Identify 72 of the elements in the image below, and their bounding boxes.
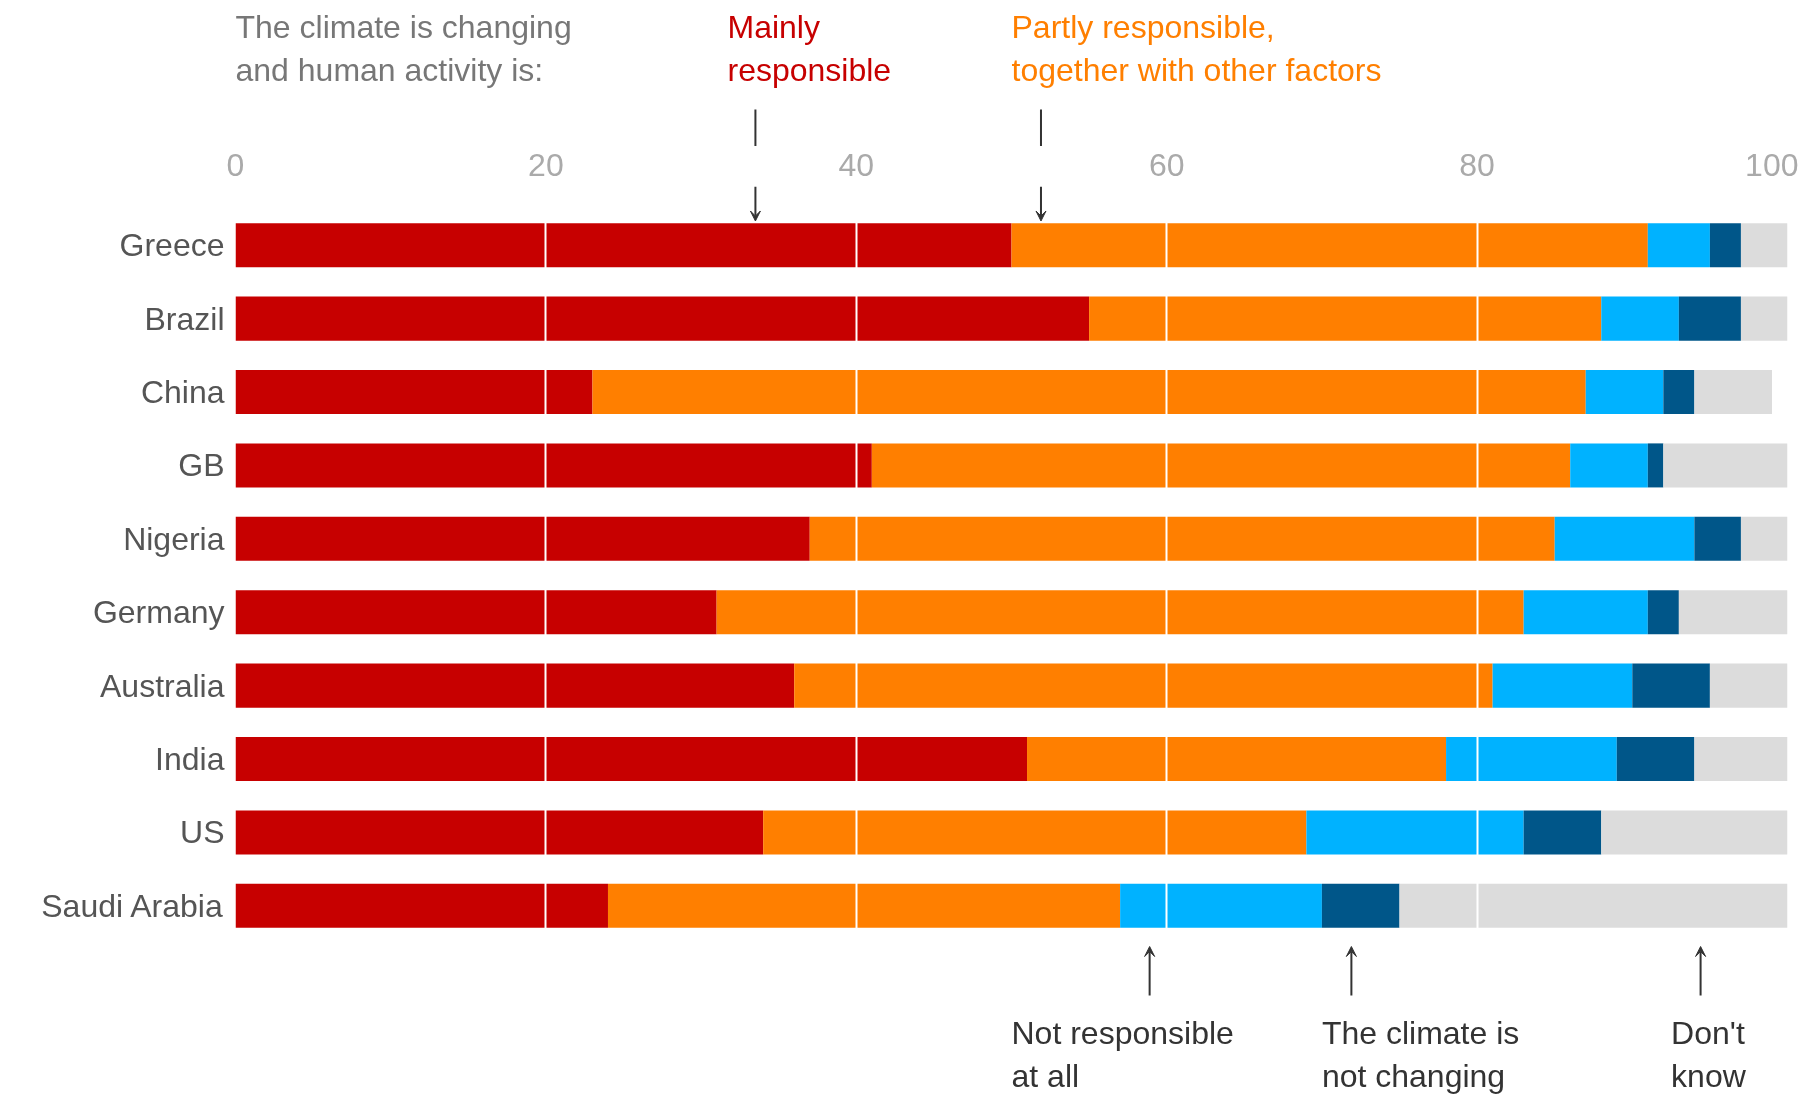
legend-title: The climate is changing and human activity is:: [235, 8, 572, 89]
bar: [1709, 663, 1788, 708]
x-tick-label: 100: [1745, 146, 1798, 183]
y-tick-label: Greece: [119, 227, 225, 264]
bar: [235, 736, 1028, 782]
bar: [1306, 810, 1524, 855]
bar: [235, 443, 872, 488]
y-tick-label: Brazil: [144, 300, 225, 337]
text: Partly responsible, together with other factors: [1011, 8, 1382, 89]
bar: [1647, 590, 1679, 635]
y-tick-label: Germany: [92, 594, 225, 631]
bar: [1694, 370, 1772, 415]
text: Don't know: [1671, 1014, 1747, 1095]
x-tick-label: 20: [528, 146, 564, 183]
bar: [1740, 516, 1788, 561]
bar: [1632, 663, 1710, 708]
bar: [235, 223, 1012, 268]
bar: [1523, 590, 1648, 635]
bar: [1678, 296, 1741, 341]
text: Not responsible at all: [1011, 1014, 1234, 1095]
y-tick-label: Nigeria: [123, 520, 225, 557]
bar: [1570, 443, 1648, 488]
bar: [1399, 883, 1788, 928]
bar: [1120, 883, 1322, 928]
bar: [1694, 736, 1788, 782]
bar: [1678, 590, 1788, 635]
bar: [1740, 223, 1788, 268]
y-tick-label: Australia: [100, 667, 225, 704]
bar: [1321, 883, 1400, 928]
y-tick-label: China: [140, 374, 225, 411]
text: The climate is not changing: [1321, 1014, 1520, 1095]
bar: [592, 370, 1586, 415]
bar: [1601, 810, 1788, 855]
bar: [1663, 443, 1788, 488]
y-tick-label: GB: [178, 447, 225, 484]
bar: [1647, 443, 1664, 488]
bar: [1492, 663, 1633, 708]
bar: [1694, 516, 1741, 561]
bar: [607, 883, 1121, 928]
bar: [794, 663, 1493, 708]
bar: [1523, 810, 1602, 855]
bar: [235, 590, 717, 635]
bar: [1663, 370, 1695, 415]
x-tick-label: 60: [1148, 146, 1185, 183]
bar: [1585, 370, 1664, 415]
bar: [235, 810, 764, 855]
bar: [1011, 223, 1648, 268]
bar: [1554, 516, 1695, 561]
x-tick-label: 80: [1459, 146, 1495, 183]
bar: [235, 663, 795, 708]
bar: [1740, 296, 1788, 341]
bar: [235, 516, 810, 561]
y-tick-label: US: [180, 814, 225, 851]
y-tick-label: Saudi Arabia: [41, 887, 223, 924]
bar: [1446, 736, 1617, 782]
bar: [1027, 736, 1447, 782]
bar: [1089, 296, 1602, 341]
y-tick-label: India: [155, 741, 225, 777]
bar: [871, 443, 1571, 488]
bar: [1709, 223, 1741, 268]
bar: [235, 370, 593, 415]
bar: [1616, 736, 1695, 782]
bar: [1647, 223, 1710, 268]
text: Mainly responsible: [727, 8, 892, 89]
x-tick-label: 0: [226, 146, 245, 183]
bar: [809, 516, 1555, 561]
x-tick-label: 40: [838, 146, 875, 183]
bar: [235, 883, 608, 928]
bar: [235, 296, 1090, 341]
bar: [716, 590, 1524, 635]
bar: [1601, 296, 1679, 341]
bar: [763, 810, 1307, 855]
